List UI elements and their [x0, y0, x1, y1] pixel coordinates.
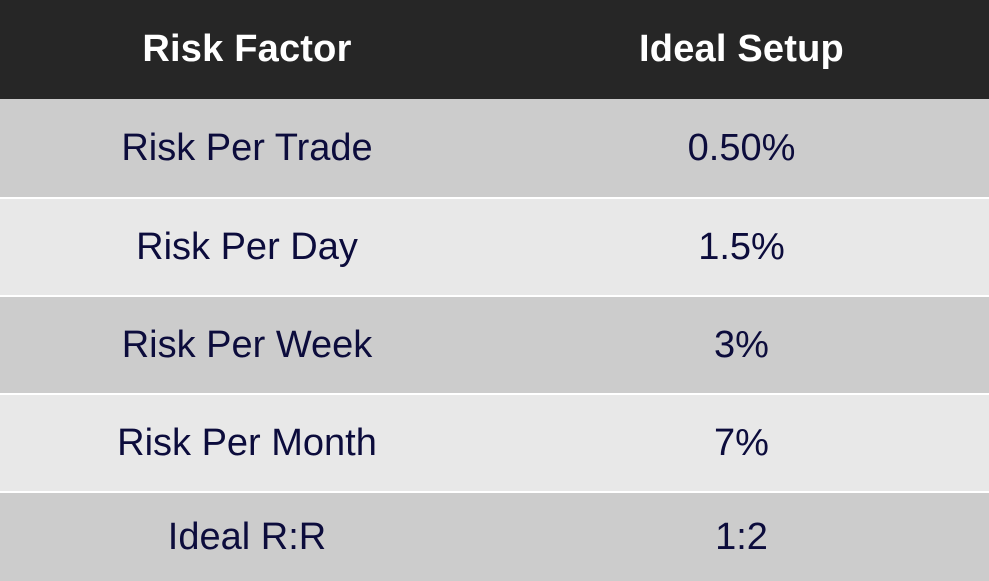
risk-factor-cell: Risk Per Trade [121, 126, 373, 169]
header-risk-factor: Risk Factor [142, 28, 352, 70]
table-row: Risk Per Day 1.5% [0, 197, 989, 295]
risk-factor-cell: Risk Per Day [136, 225, 358, 268]
table-header-row: Risk Factor Ideal Setup [0, 0, 989, 99]
ideal-setup-cell: 7% [714, 421, 769, 464]
risk-factor-cell: Ideal R:R [167, 515, 327, 558]
risk-factor-cell: Risk Per Week [121, 323, 373, 366]
table-row: Risk Per Month 7% [0, 393, 989, 491]
table-row: Risk Per Trade 0.50% [0, 99, 989, 197]
ideal-setup-cell: 1:2 [715, 515, 768, 558]
header-ideal-setup: Ideal Setup [639, 28, 844, 70]
ideal-setup-cell: 1.5% [698, 225, 785, 268]
risk-factor-cell: Risk Per Month [117, 421, 377, 464]
ideal-setup-cell: 3% [714, 323, 769, 366]
table-row: Risk Per Week 3% [0, 295, 989, 393]
ideal-setup-cell: 0.50% [687, 126, 796, 169]
table-row: Ideal R:R 1:2 [0, 491, 989, 581]
